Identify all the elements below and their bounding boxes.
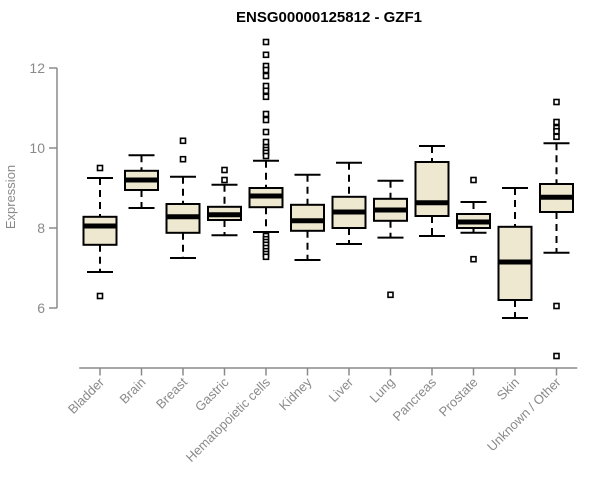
outlier-point xyxy=(262,51,270,59)
outlier-point xyxy=(262,110,270,118)
iqr-box xyxy=(414,161,450,217)
x-tick-label: Pancreas xyxy=(390,374,440,424)
outlier-point xyxy=(262,116,270,124)
box-prostate xyxy=(456,176,491,263)
x-tick-label: Brain xyxy=(117,375,149,407)
outlier-point xyxy=(553,302,560,310)
x-tick-label: Liver xyxy=(326,374,357,405)
box-liver xyxy=(331,161,367,245)
outlier-point xyxy=(221,176,228,184)
outlier-point xyxy=(553,133,560,141)
outlier-point xyxy=(262,38,270,46)
outlier-point xyxy=(262,138,270,146)
x-tick-label: Gastric xyxy=(192,374,232,414)
outlier-point xyxy=(553,98,560,106)
box-kidney xyxy=(290,173,325,261)
y-tick-label: 12 xyxy=(29,60,45,76)
box-brain xyxy=(124,154,159,209)
box-skin xyxy=(497,187,533,319)
outlier-point xyxy=(470,255,477,263)
x-tick-label: Prostate xyxy=(436,375,481,420)
x-tick-label: Lung xyxy=(367,375,398,406)
box-unknown-other xyxy=(539,98,574,360)
outlier-point xyxy=(221,166,228,174)
box-pancreas xyxy=(414,145,450,237)
outlier-point xyxy=(553,352,560,360)
box-bladder xyxy=(82,164,118,300)
outlier-point xyxy=(387,291,394,299)
outlier-point xyxy=(179,155,187,163)
outlier-point xyxy=(262,72,270,80)
outlier-point xyxy=(553,118,560,126)
outlier-point xyxy=(262,128,270,136)
outlier-point xyxy=(96,164,104,172)
boxplot-series xyxy=(82,38,574,360)
y-tick-label: 10 xyxy=(29,140,45,156)
box-lung xyxy=(373,179,408,299)
outlier-point xyxy=(262,253,270,261)
outlier-point xyxy=(179,137,187,145)
x-tick-label: Bladder xyxy=(65,374,108,417)
chart-title: ENSG00000125812 - GZF1 xyxy=(236,9,422,26)
box-hematopoietic-cells xyxy=(248,38,284,261)
y-axis-title: Expression xyxy=(3,165,18,229)
iqr-box xyxy=(290,203,325,232)
x-tick-label: Breast xyxy=(153,374,190,411)
outlier-point xyxy=(470,176,477,184)
outlier-point xyxy=(262,152,270,160)
y-tick-label: 6 xyxy=(37,300,45,316)
x-tick-label: Kidney xyxy=(276,374,315,413)
outlier-point xyxy=(96,292,104,300)
outlier-point xyxy=(262,93,270,101)
x-tick-label: Skin xyxy=(494,375,522,403)
box-breast xyxy=(165,137,201,259)
outlier-point xyxy=(553,127,560,135)
y-tick-label: 8 xyxy=(37,220,45,236)
iqr-box xyxy=(82,215,118,246)
outlier-point xyxy=(262,66,270,74)
box-gastric xyxy=(207,166,242,237)
outlier-point xyxy=(262,87,270,95)
x-tick-label: Unknown / Other xyxy=(484,374,564,454)
